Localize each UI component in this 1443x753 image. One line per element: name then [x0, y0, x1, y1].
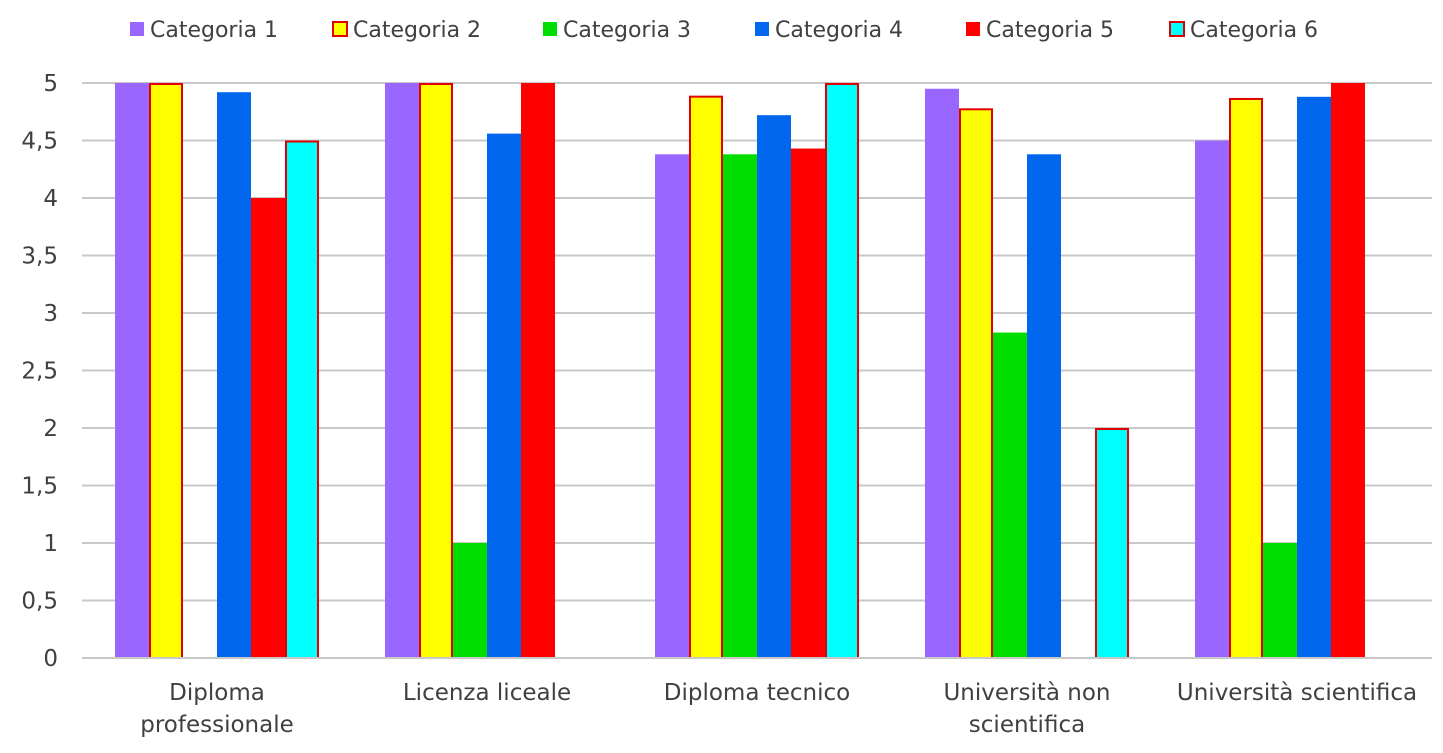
bar-categoria-2-cat-1	[149, 83, 183, 659]
y-axis-tick-labels: 0 0,5 1 1,5 2 2,5 3 3,5 4 4,5 5	[21, 71, 58, 672]
bar-categoria-6-cat-4	[1095, 428, 1129, 659]
bar-categoria-5-cat-5	[1331, 83, 1365, 658]
y-tick-label: 1,5	[21, 474, 58, 500]
bar-categoria-4-cat-3	[757, 115, 791, 658]
y-tick-label: 4	[43, 186, 58, 212]
legend-label: Categoria 2	[353, 18, 481, 43]
legend-label: Categoria 6	[1190, 18, 1318, 43]
legend: Categoria 1 Categoria 2 Categoria 3 Categor…	[130, 18, 1318, 43]
bar-categoria-1-cat-4	[925, 88, 959, 658]
bar-categoria-2-cat-3	[689, 95, 723, 659]
bar-categoria-1-cat-5	[1195, 140, 1229, 658]
bar-categoria-3-cat-3	[723, 154, 757, 659]
legend-label: Categoria 3	[563, 18, 691, 43]
bar-categoria-1-cat-1	[115, 83, 149, 658]
bar-categoria-4-cat-2	[487, 133, 521, 659]
legend-swatch	[332, 21, 348, 37]
x-category-label: Diploma tecnico	[664, 680, 850, 706]
bar-categoria-5-cat-2	[521, 83, 555, 658]
y-tick-label: 2,5	[21, 359, 58, 385]
legend-swatch	[755, 22, 769, 36]
bar-categoria-1-cat-2	[385, 83, 419, 658]
bar-categoria-2-cat-2	[419, 83, 453, 659]
bar-categoria-3-cat-4	[993, 332, 1027, 658]
bar-categoria-2-cat-4	[959, 108, 993, 660]
x-category-label: scientifica	[969, 712, 1085, 738]
x-category-label: Università non	[943, 680, 1110, 706]
bar-categoria-6-cat-1	[285, 140, 319, 659]
y-tick-label: 2	[43, 416, 58, 442]
bar-categoria-4-cat-5	[1297, 96, 1331, 659]
legend-swatch	[130, 22, 144, 36]
x-axis-category-labels: Diploma professionale Licenza liceale Diplo…	[140, 680, 1417, 738]
legend-label: Categoria 4	[775, 18, 903, 43]
y-tick-label: 0	[43, 646, 58, 672]
bar-categoria-1-cat-3	[655, 154, 689, 659]
bar-categoria-4-cat-1	[217, 92, 251, 658]
x-category-label: Diploma	[169, 680, 265, 706]
y-tick-label: 3,5	[21, 244, 58, 270]
bar-categoria-5-cat-1	[251, 198, 285, 658]
x-category-label: Università scientifica	[1177, 680, 1417, 706]
y-tick-label: 5	[43, 71, 58, 97]
legend-label: Categoria 5	[986, 18, 1114, 43]
y-tick-label: 0,5	[21, 589, 58, 615]
y-tick-label: 4,5	[21, 129, 58, 155]
bar-categoria-5-cat-3	[791, 148, 825, 659]
bar-series	[115, 83, 1365, 660]
x-category-label: professionale	[140, 712, 294, 738]
bar-categoria-4-cat-4	[1027, 154, 1061, 659]
y-tick-label: 3	[43, 301, 58, 327]
legend-swatch	[543, 22, 557, 36]
legend-swatch	[966, 22, 980, 36]
x-category-label: Licenza liceale	[403, 680, 571, 706]
bar-categoria-3-cat-5	[1263, 543, 1297, 658]
y-tick-label: 1	[43, 531, 58, 557]
legend-label: Categoria 1	[150, 18, 278, 43]
bar-categoria-6-cat-3	[825, 83, 859, 659]
legend-swatch	[1169, 21, 1185, 37]
bar-categoria-3-cat-2	[453, 543, 487, 658]
bar-categoria-2-cat-5	[1229, 97, 1263, 659]
